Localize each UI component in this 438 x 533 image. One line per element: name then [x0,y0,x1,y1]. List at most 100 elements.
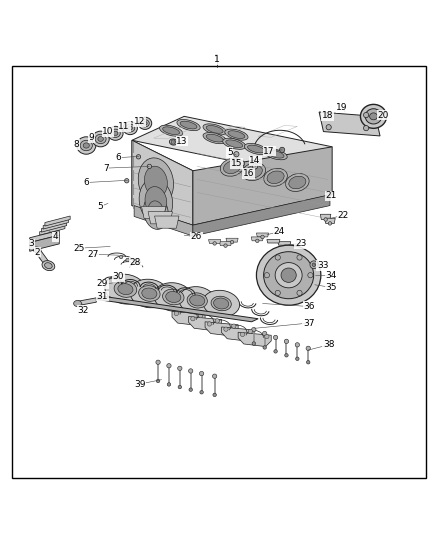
Ellipse shape [187,293,207,308]
Circle shape [167,383,171,386]
Polygon shape [132,140,193,225]
Circle shape [310,261,318,269]
Ellipse shape [110,129,120,138]
Ellipse shape [360,104,387,128]
Circle shape [230,240,234,244]
Polygon shape [251,237,263,241]
Ellipse shape [128,126,133,130]
Circle shape [224,327,228,332]
Polygon shape [30,235,59,251]
Circle shape [264,272,269,278]
Ellipse shape [247,145,265,153]
Text: 12: 12 [134,117,145,126]
Polygon shape [267,239,280,243]
Circle shape [262,332,267,336]
Circle shape [234,151,239,157]
Circle shape [207,322,212,326]
Text: 35: 35 [325,283,337,292]
Ellipse shape [83,143,89,148]
Text: 14: 14 [249,156,261,165]
Ellipse shape [118,284,133,295]
Circle shape [295,343,300,347]
Ellipse shape [114,281,137,297]
Text: 4: 4 [53,232,59,241]
Ellipse shape [275,263,302,288]
Ellipse shape [242,163,265,181]
Polygon shape [222,327,254,341]
Text: 3: 3 [28,239,34,248]
Ellipse shape [203,290,240,317]
Circle shape [188,369,193,373]
Circle shape [134,261,138,265]
Ellipse shape [98,136,103,141]
Circle shape [297,290,302,295]
Circle shape [364,112,369,118]
Ellipse shape [214,298,229,309]
Ellipse shape [145,187,167,216]
Circle shape [248,329,253,334]
Polygon shape [319,112,380,136]
Ellipse shape [206,134,223,142]
Polygon shape [238,332,271,346]
Circle shape [324,218,327,221]
Circle shape [273,335,278,340]
Text: 36: 36 [304,302,315,311]
Ellipse shape [139,286,160,301]
Circle shape [255,239,259,243]
Text: 29: 29 [97,279,108,288]
Circle shape [213,241,216,245]
Polygon shape [78,298,96,305]
Ellipse shape [179,287,215,314]
Text: 5: 5 [98,202,103,211]
Circle shape [119,255,123,259]
Circle shape [156,379,160,383]
Circle shape [252,342,255,345]
Polygon shape [193,147,332,225]
Polygon shape [208,239,221,244]
Ellipse shape [108,126,123,140]
Ellipse shape [256,245,321,305]
Circle shape [312,263,316,266]
Text: 39: 39 [134,379,145,389]
Ellipse shape [370,113,378,120]
Circle shape [178,385,182,389]
Text: 21: 21 [325,191,337,200]
Text: 11: 11 [118,122,130,131]
Ellipse shape [289,176,306,189]
Ellipse shape [170,139,177,145]
Polygon shape [188,317,222,331]
Ellipse shape [223,161,240,174]
Polygon shape [95,296,258,322]
Text: 34: 34 [325,271,337,280]
Ellipse shape [267,171,284,183]
Ellipse shape [92,131,109,147]
Ellipse shape [144,195,168,229]
Text: 24: 24 [273,227,285,236]
Ellipse shape [264,149,287,160]
Polygon shape [284,245,297,249]
Ellipse shape [126,124,135,132]
Circle shape [213,393,216,397]
Circle shape [243,168,248,173]
Ellipse shape [162,127,180,135]
Ellipse shape [286,174,309,191]
Polygon shape [132,116,332,171]
Ellipse shape [228,131,245,139]
Ellipse shape [223,138,246,149]
Polygon shape [132,140,193,225]
Ellipse shape [180,121,197,129]
Polygon shape [43,219,68,229]
Polygon shape [325,218,335,223]
Polygon shape [42,222,67,232]
Text: 22: 22 [337,211,349,220]
Ellipse shape [130,279,169,308]
Circle shape [178,366,182,370]
Ellipse shape [148,201,164,223]
Ellipse shape [35,248,39,252]
Ellipse shape [365,109,382,124]
Ellipse shape [113,131,118,135]
Text: 15: 15 [231,159,242,168]
Polygon shape [155,216,179,228]
Text: 1: 1 [214,55,220,64]
Ellipse shape [105,274,146,304]
